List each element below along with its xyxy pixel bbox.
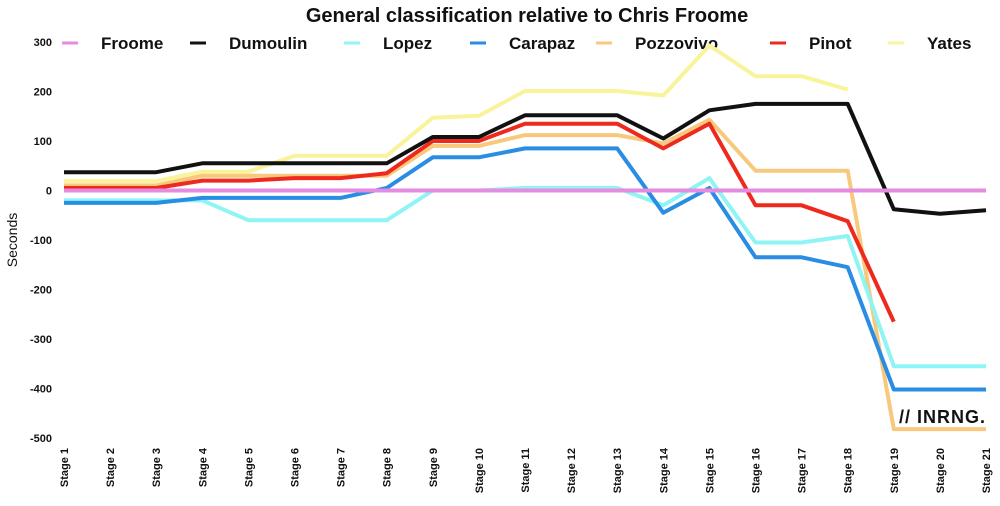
y-axis-ticks: 300 200 100 0 -100 -200 -300 -400 -500 bbox=[30, 37, 52, 445]
legend-label: Pozzovivo bbox=[635, 34, 718, 53]
legend-label: Yates bbox=[927, 34, 971, 53]
legend-item-lopez: Lopez bbox=[344, 34, 432, 53]
x-tick-label: Stage 9 bbox=[428, 448, 440, 487]
x-axis-ticks: Stage 1 Stage 2 Stage 3 Stage 4 Stage 5 Stage… bbox=[59, 447, 993, 493]
x-tick-label: Stage 4 bbox=[197, 447, 209, 487]
y-tick-label: -200 bbox=[30, 285, 52, 297]
legend-label: Carapaz bbox=[509, 34, 575, 53]
x-tick-label: Stage 18 bbox=[843, 448, 855, 493]
series-line-pinot bbox=[64, 121, 896, 323]
legend-label: Dumoulin bbox=[229, 34, 307, 53]
series-line-dumoulin bbox=[64, 101, 987, 216]
x-tick-label: Stage 5 bbox=[243, 448, 255, 487]
legend-item-dumoulin: Dumoulin bbox=[190, 34, 307, 53]
x-tick-label: Stage 20 bbox=[935, 448, 947, 493]
legend-item-pinot: Pinot bbox=[770, 34, 852, 53]
legend-label: Froome bbox=[101, 34, 163, 53]
x-tick-label: Stage 8 bbox=[382, 448, 394, 487]
legend-item-yates: Yates bbox=[888, 34, 971, 53]
y-tick-label: 200 bbox=[34, 87, 52, 99]
series-line-lopez bbox=[64, 176, 986, 369]
x-tick-label: Stage 16 bbox=[751, 448, 763, 493]
x-tick-label: Stage 19 bbox=[889, 448, 901, 493]
x-tick-label: Stage 14 bbox=[658, 447, 670, 493]
legend-label: Lopez bbox=[383, 34, 432, 53]
x-tick-label: Stage 6 bbox=[290, 448, 302, 487]
legend-item-froome: Froome bbox=[62, 34, 163, 53]
inrng-watermark: // INRNG. bbox=[899, 407, 986, 427]
x-tick-label: Stage 13 bbox=[612, 448, 624, 493]
legend-item-pozzovivo: Pozzovivo bbox=[596, 34, 718, 53]
legend-label: Pinot bbox=[809, 34, 852, 53]
x-tick-label: Stage 11 bbox=[520, 448, 532, 493]
x-tick-label: Stage 10 bbox=[474, 448, 486, 493]
y-tick-label: -500 bbox=[30, 433, 52, 445]
x-tick-label: Stage 12 bbox=[566, 448, 578, 493]
x-tick-label: Stage 1 bbox=[59, 448, 71, 487]
series-line-pozzovivo bbox=[64, 117, 986, 432]
legend-item-carapaz: Carapaz bbox=[470, 34, 575, 53]
x-tick-label: Stage 3 bbox=[151, 448, 163, 487]
chart-title: General classification relative to Chris… bbox=[306, 5, 748, 27]
x-tick-label: Stage 17 bbox=[797, 448, 809, 493]
y-tick-label: -400 bbox=[30, 384, 52, 396]
y-axis-label: Seconds bbox=[4, 213, 20, 267]
series-line-carapaz bbox=[64, 146, 986, 392]
series-lines bbox=[64, 43, 987, 432]
y-tick-label: 0 bbox=[46, 186, 52, 198]
series-line-yates bbox=[64, 43, 849, 184]
x-tick-label: Stage 7 bbox=[336, 448, 348, 487]
x-tick-label: Stage 21 bbox=[981, 448, 993, 493]
legend: Froome Dumoulin Lopez Carapaz Pozzovivo Pinot… bbox=[62, 34, 971, 53]
y-tick-label: 100 bbox=[34, 136, 52, 148]
y-tick-label: -300 bbox=[30, 334, 52, 346]
x-tick-label: Stage 15 bbox=[704, 448, 716, 493]
y-tick-label: -100 bbox=[30, 235, 52, 247]
y-tick-label: 300 bbox=[34, 37, 52, 49]
x-tick-label: Stage 2 bbox=[105, 448, 117, 487]
